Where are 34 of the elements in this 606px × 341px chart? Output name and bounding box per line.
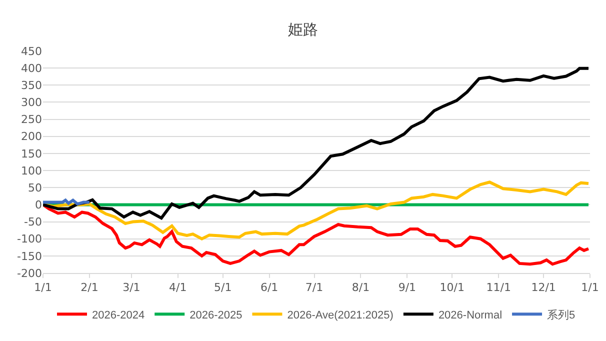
legend-label: 2026-2025	[190, 309, 242, 322]
y-tick-label: 200	[21, 130, 42, 144]
x-tick-label: 6/1	[260, 281, 278, 294]
y-tick-label: 0	[35, 198, 42, 212]
y-tick-label: 450	[21, 44, 42, 58]
y-tick-label: -50	[24, 216, 42, 229]
y-tick-label: -150	[17, 250, 42, 263]
x-tick-label: 1/1	[34, 281, 52, 294]
y-tick-label: -100	[17, 232, 42, 246]
legend-label: 2026-2024	[92, 309, 145, 322]
line-series	[43, 66, 590, 220]
x-tick-label: 1/1	[581, 281, 599, 294]
y-tick-label: 400	[21, 62, 42, 75]
legend-label: 2026-Normal	[438, 309, 502, 322]
y-tick-label: 300	[21, 96, 42, 110]
chart-title: 姫路	[288, 20, 318, 38]
x-tick-label: 9/1	[398, 281, 416, 294]
y-tick-label: 250	[21, 113, 42, 126]
x-tick-label: 5/1	[214, 281, 232, 294]
y-tick-label: 350	[21, 79, 42, 92]
legend-label: 2026-Ave(2021:2025)	[287, 309, 394, 322]
y-tick-label: 150	[21, 147, 42, 160]
x-tick-label: 4/1	[169, 281, 187, 294]
x-tick-label: 12/1	[531, 281, 556, 294]
x-tick-label: 8/1	[352, 281, 370, 294]
x-tick-label: 10/1	[440, 281, 464, 294]
y-tick-label: 50	[28, 181, 42, 194]
x-tick-label: 3/1	[122, 281, 140, 294]
x-tick-label: 11/1	[486, 281, 511, 294]
y-tick-label: 100	[21, 164, 42, 178]
y-tick-label: -200	[17, 266, 42, 280]
legend-label: 系列5	[547, 308, 576, 322]
x-tick-label: 7/1	[305, 281, 324, 294]
x-tick-label: 2/1	[80, 281, 98, 294]
